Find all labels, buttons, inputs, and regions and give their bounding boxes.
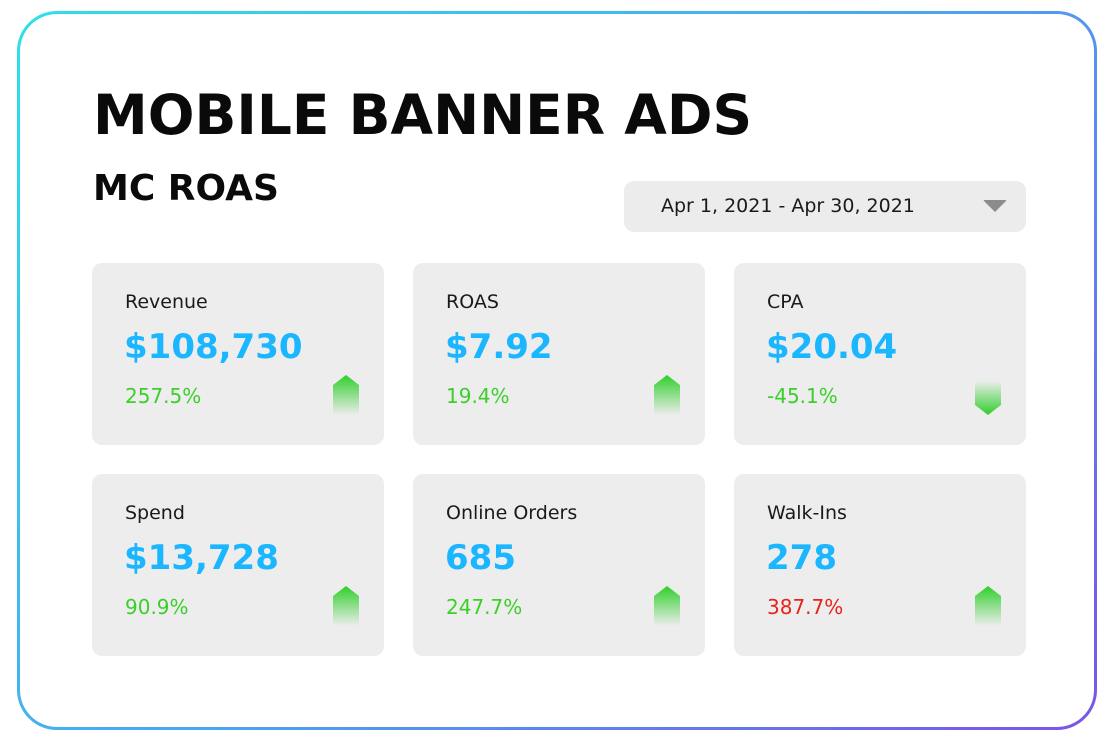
page-title: MOBILE BANNER ADS (93, 83, 753, 147)
dashboard-panel: MOBILE BANNER ADS MC ROAS Apr 1, 2021 - … (20, 14, 1094, 727)
metric-card-spend: Spend $13,728 90.9% (92, 474, 384, 656)
trend-up-arrow-icon (333, 375, 359, 415)
metric-card-revenue: Revenue $108,730 257.5% (92, 263, 384, 445)
metric-card-cpa: CPA $20.04 -45.1% (734, 263, 1026, 445)
trend-up-arrow-icon (654, 375, 680, 415)
metric-card-online-orders: Online Orders 685 247.7% (413, 474, 705, 656)
metric-change: 247.7% (446, 595, 523, 619)
metric-card-walk-ins: Walk-Ins 278 387.7% (734, 474, 1026, 656)
page-subtitle: MC ROAS (93, 168, 279, 209)
metric-card-roas: ROAS $7.92 19.4% (413, 263, 705, 445)
trend-up-arrow-icon (333, 586, 359, 626)
metric-value: $20.04 (766, 327, 898, 367)
metric-label: CPA (767, 291, 804, 313)
metric-value: $13,728 (124, 538, 279, 578)
metric-change: 257.5% (125, 384, 202, 408)
metric-label: Walk-Ins (767, 502, 847, 524)
metric-value: $7.92 (445, 327, 553, 367)
metric-value: $108,730 (124, 327, 303, 367)
trend-down-arrow-icon (975, 381, 1001, 415)
trend-up-arrow-icon (654, 586, 680, 626)
metric-label: Online Orders (446, 502, 578, 524)
trend-up-arrow-icon (975, 586, 1001, 626)
metric-label: Spend (125, 502, 185, 524)
date-range-dropdown[interactable]: Apr 1, 2021 - Apr 30, 2021 (624, 181, 1026, 232)
metric-label: ROAS (446, 291, 499, 313)
metric-value: 685 (445, 538, 516, 578)
metric-value: 278 (766, 538, 837, 578)
metric-change: 387.7% (767, 595, 844, 619)
date-range-value: Apr 1, 2021 - Apr 30, 2021 (661, 195, 915, 217)
metric-change: 19.4% (446, 384, 510, 408)
caret-down-icon[interactable] (983, 200, 1007, 212)
metric-change: -45.1% (767, 384, 838, 408)
dashboard-frame: MOBILE BANNER ADS MC ROAS Apr 1, 2021 - … (17, 11, 1097, 730)
metric-label: Revenue (125, 291, 208, 313)
metric-change: 90.9% (125, 595, 189, 619)
